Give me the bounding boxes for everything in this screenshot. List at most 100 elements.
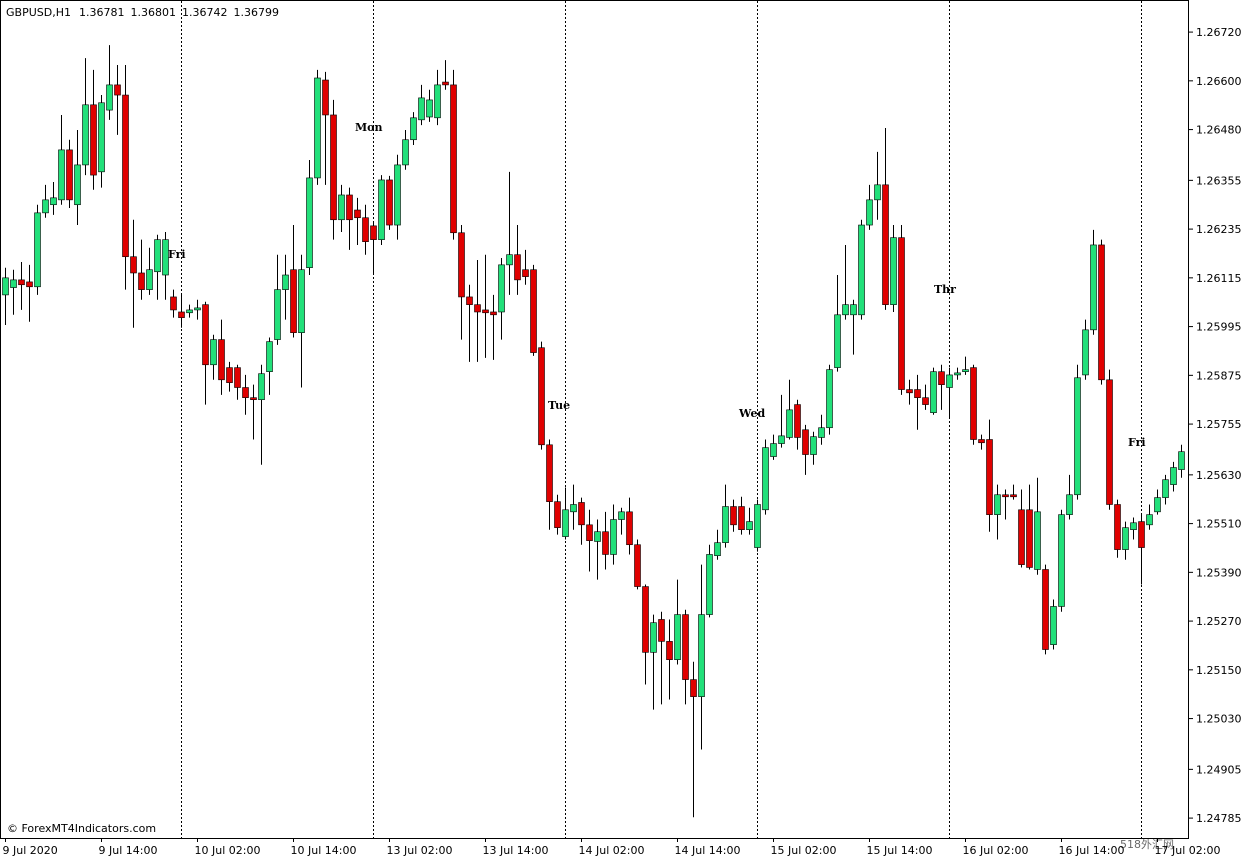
- candle-body: [106, 84, 113, 111]
- candle-body: [18, 279, 25, 286]
- candle-body: [114, 84, 121, 96]
- candle-body: [554, 501, 561, 528]
- y-tick-label: 1.26235: [1196, 223, 1242, 236]
- header-value: 1.36801: [130, 6, 176, 19]
- candle-body: [26, 281, 33, 288]
- y-tick-label: 1.25755: [1196, 418, 1242, 431]
- candle-body: [858, 224, 865, 316]
- watermark: © ForexMT4Indicators.com: [7, 822, 156, 835]
- candle-body: [1098, 244, 1105, 381]
- candle-body: [714, 542, 721, 556]
- candle-body: [650, 622, 657, 653]
- candle-body: [202, 304, 209, 366]
- candle-body: [330, 114, 337, 221]
- candle-body: [946, 374, 953, 388]
- candle-body: [730, 506, 737, 526]
- candle-body: [906, 389, 913, 394]
- y-tick-label: 1.26115: [1196, 272, 1242, 285]
- candle-body: [674, 614, 681, 660]
- candle-body: [490, 311, 497, 316]
- candle-body: [250, 397, 257, 401]
- candle-body: [1146, 514, 1153, 526]
- candle-body: [762, 447, 769, 511]
- y-tick-label: 1.25270: [1196, 615, 1242, 628]
- candle-body: [634, 544, 641, 587]
- candle-body: [442, 81, 449, 86]
- candle-body: [1082, 329, 1089, 376]
- candle-body: [1066, 494, 1073, 515]
- candle-body: [866, 199, 873, 226]
- x-tick-label: 10 Jul 02:00: [195, 844, 261, 857]
- candle-body: [786, 409, 793, 438]
- candle-body: [90, 104, 97, 176]
- candle-body: [138, 272, 145, 290]
- candle-body: [1178, 451, 1185, 470]
- x-tick-label: 13 Jul 14:00: [483, 844, 549, 857]
- candle-body: [826, 369, 833, 429]
- plot-area: [0, 0, 1189, 839]
- candle-body: [986, 439, 993, 515]
- y-tick-label: 1.25875: [1196, 369, 1242, 382]
- candle-body: [522, 269, 529, 277]
- y-tick-label: 1.26480: [1196, 124, 1242, 137]
- x-tick-label: 10 Jul 14:00: [291, 844, 357, 857]
- candle-body: [402, 139, 409, 166]
- header-value: 1.36781: [79, 6, 125, 19]
- candle-body: [170, 296, 177, 311]
- candle-body: [386, 179, 393, 226]
- day-label: Wed: [738, 407, 765, 420]
- candle-body: [370, 225, 377, 240]
- candle-body: [810, 436, 817, 455]
- candle-body: [50, 197, 57, 206]
- candle-body: [178, 311, 185, 318]
- candle-body: [562, 509, 569, 537]
- x-tick-label: 14 Jul 14:00: [675, 844, 741, 857]
- candle-body: [226, 367, 233, 383]
- candle-body: [842, 304, 849, 316]
- candle-body: [570, 504, 577, 513]
- candle-body: [1130, 522, 1137, 530]
- candle-body: [698, 614, 705, 697]
- candle-body: [378, 179, 385, 240]
- y-tick-label: 1.26355: [1196, 174, 1242, 187]
- y-tick-label: 1.26600: [1196, 75, 1242, 88]
- candle-body: [506, 254, 513, 266]
- candle-body: [2, 277, 9, 296]
- candle-body: [346, 194, 353, 221]
- candle-body: [314, 77, 321, 179]
- candle-body: [874, 184, 881, 201]
- candle-body: [1010, 494, 1017, 498]
- y-tick-label: 1.24905: [1196, 763, 1242, 776]
- x-tick-label: 13 Jul 02:00: [387, 844, 453, 857]
- candle-body: [1138, 521, 1145, 548]
- candle-body: [778, 435, 785, 444]
- candle-body: [266, 341, 273, 372]
- candle-body: [642, 586, 649, 653]
- candle-body: [122, 94, 129, 258]
- candle-body: [834, 314, 841, 368]
- candle-body: [962, 369, 969, 372]
- candle-body: [466, 296, 473, 305]
- candle-body: [738, 506, 745, 530]
- header-value: 1.36742: [182, 6, 228, 19]
- candle-body: [770, 443, 777, 457]
- candle-body: [338, 194, 345, 221]
- candle-body: [426, 99, 433, 118]
- candle-body: [1050, 606, 1057, 645]
- candle-body: [98, 102, 105, 173]
- candle-body: [130, 256, 137, 274]
- header-value: 1.36799: [233, 6, 279, 19]
- y-tick-label: 1.25390: [1196, 566, 1242, 579]
- corner-mark: 518外汇网: [1120, 838, 1174, 851]
- candle-body: [514, 254, 521, 281]
- candle-body: [218, 339, 225, 381]
- candle-body: [74, 164, 81, 206]
- candle-body: [794, 404, 801, 438]
- candle-body: [930, 371, 937, 414]
- candle-body: [154, 239, 161, 273]
- candle-body: [722, 506, 729, 543]
- candle-body: [586, 524, 593, 541]
- y-tick-label: 1.24785: [1196, 812, 1242, 825]
- candle-body: [538, 347, 545, 446]
- candle-body: [474, 304, 481, 313]
